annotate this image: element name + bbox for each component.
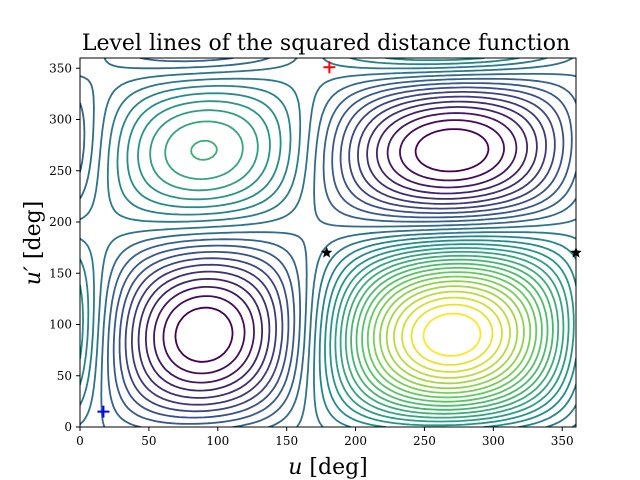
contour-level-line [385, 285, 519, 385]
contour-level-line [80, 58, 576, 427]
contour-level-line [410, 303, 494, 366]
contour-level-line [131, 95, 547, 406]
chart-title: Level lines of the squared distance func… [82, 31, 570, 56]
x-axis-label-var: u [288, 455, 302, 480]
contour-level-line [164, 120, 565, 419]
star-marker [570, 246, 582, 258]
y-tick-label: 50 [57, 369, 72, 383]
y-axis-label-unit: [deg] [21, 201, 46, 266]
contour-level-line [162, 119, 505, 375]
contour-level-line [80, 58, 576, 427]
y-tick-label: 350 [49, 61, 72, 75]
contour-level-line [137, 100, 538, 399]
contour-level-line [137, 100, 575, 427]
contour-level-line [80, 58, 576, 427]
y-axis-label: u′ [deg] [21, 201, 46, 286]
contour-level-line [145, 106, 528, 392]
chart-markers [97, 61, 582, 418]
contour-level-line [379, 280, 525, 390]
contour-level-line [124, 91, 556, 413]
contour-level-line [153, 112, 518, 384]
x-tick-label: 350 [551, 434, 574, 448]
x-tick-label: 300 [482, 434, 505, 448]
plus-marker [323, 61, 336, 74]
y-tick-label: 200 [49, 215, 72, 229]
x-axis-label-unit: [deg] [302, 455, 367, 480]
contour-level-line [80, 58, 576, 427]
contour-level-line [118, 86, 565, 419]
x-tick-label: 200 [344, 434, 367, 448]
contour-level-line [401, 296, 503, 373]
y-tick-label: 250 [49, 164, 72, 178]
y-tick-label: 100 [49, 318, 72, 332]
y-axis-ticks: 0 50 100 150 200 250 300 350 [49, 61, 80, 434]
x-tick-label: 50 [141, 434, 156, 448]
contour-level-line [350, 258, 554, 411]
contour-lines [80, 58, 576, 427]
contour-level-line [361, 266, 543, 403]
contour-level-line [422, 312, 482, 357]
x-tick-label: 250 [413, 434, 436, 448]
x-axis-ticks: 0 50 100 150 200 250 300 350 [76, 427, 574, 448]
plot-frame [79, 57, 577, 428]
plus-marker [97, 405, 110, 418]
contour-level-line [372, 275, 532, 394]
contour-level-line [355, 262, 549, 407]
y-tick-label: 0 [64, 420, 72, 434]
y-tick-label: 150 [49, 266, 72, 280]
contour-level-line [190, 139, 560, 415]
star-marker [320, 246, 333, 258]
contour-level-line [112, 82, 573, 425]
y-tick-label: 300 [49, 113, 72, 127]
y-axis-label-var: u′ [21, 266, 46, 285]
contour-level-line [174, 128, 490, 363]
x-axis-label: u [deg] [288, 455, 368, 480]
contour-level-line [366, 271, 538, 399]
x-tick-label: 150 [275, 434, 298, 448]
x-tick-label: 100 [206, 434, 229, 448]
x-tick-label: 0 [76, 434, 84, 448]
contour-level-line [149, 109, 570, 423]
contour-level-line [393, 290, 511, 379]
